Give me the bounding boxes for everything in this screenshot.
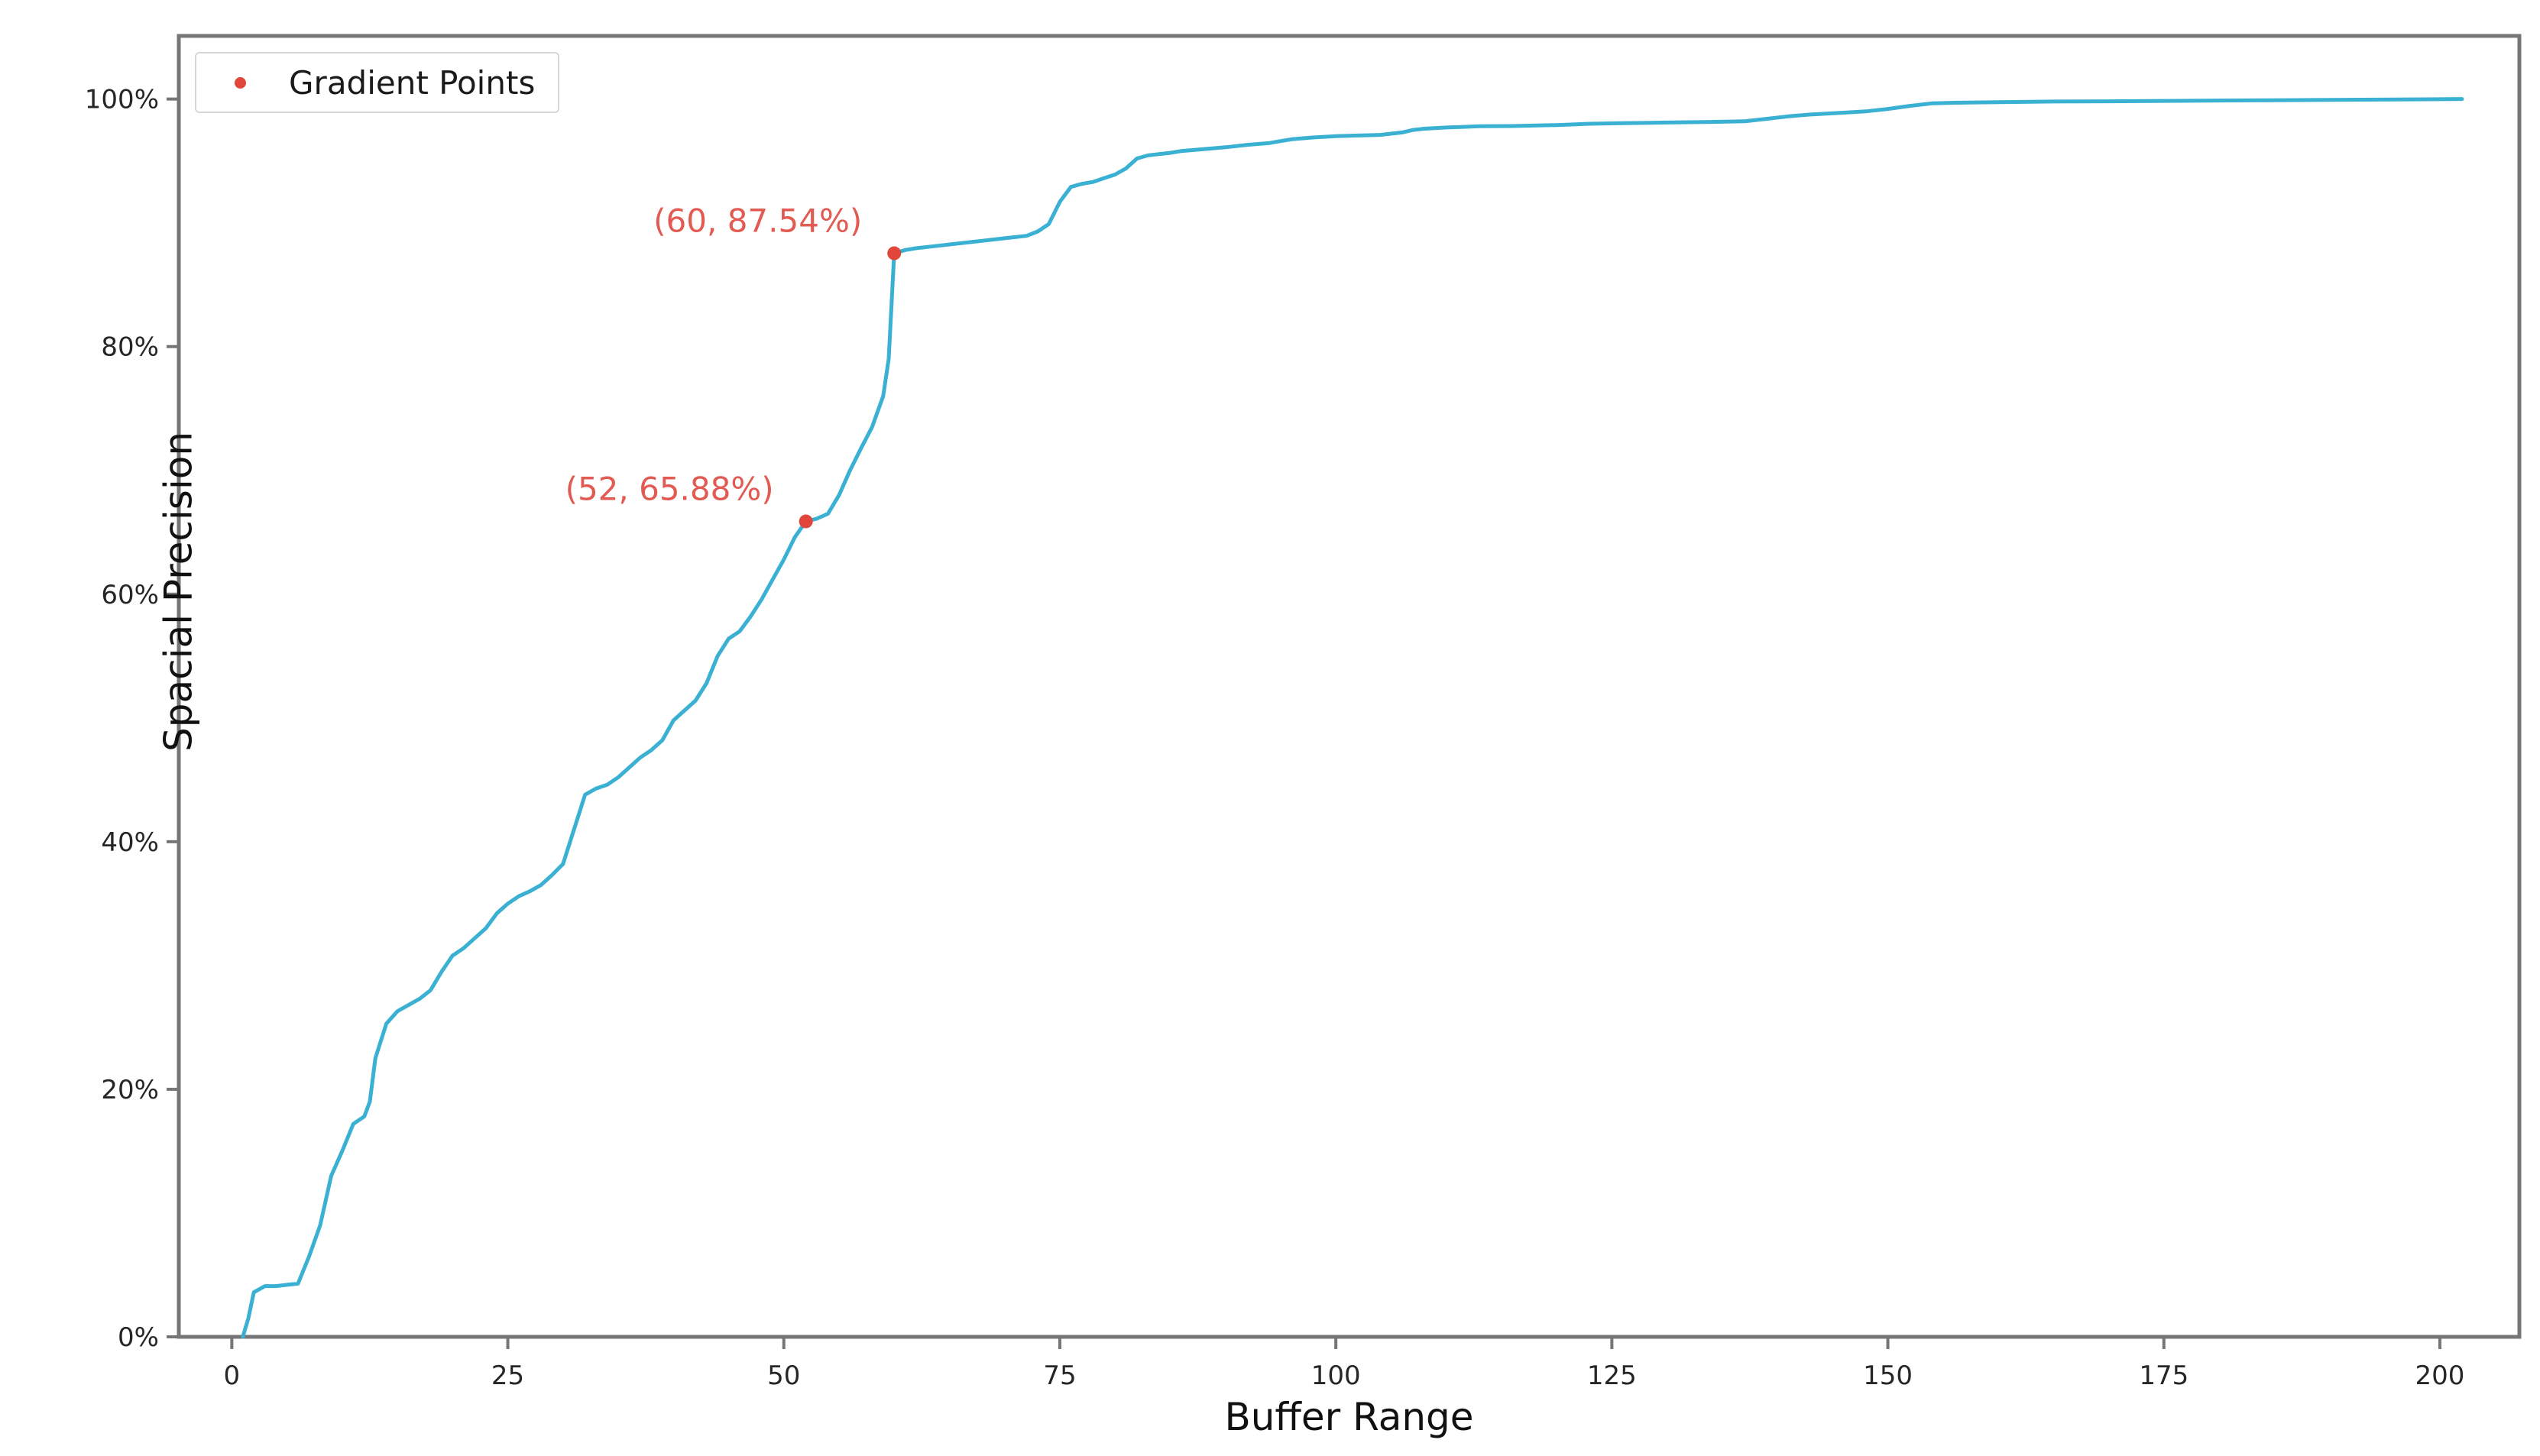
y-tick-label: 80% [101,332,159,363]
gradient-point-marker [887,246,902,260]
legend-box: Gradient Points [195,52,560,113]
series-line [241,97,2464,1339]
y-tick-label: 100% [85,85,159,115]
gradient-point-annotation: (52, 65.88%) [565,471,774,508]
gradient-point-marker [799,514,813,529]
x-tick-label: 125 [1587,1361,1637,1391]
x-axis-title: Buffer Range [1224,1395,1474,1439]
y-axis-title: Spacial Precision [156,431,201,752]
legend-label: Gradient Points [289,63,536,102]
y-tick-label: 40% [101,827,159,858]
x-tick-label: 25 [491,1361,524,1391]
y-tick-label: 0% [118,1322,159,1353]
x-tick-label: 150 [1863,1361,1913,1391]
plot-border [177,34,2522,1339]
y-tick-label: 20% [101,1075,159,1105]
legend-red-dot-marker [235,76,246,89]
x-tick-label: 0 [224,1361,241,1391]
y-tick-label: 60% [101,580,159,610]
x-tick-label: 50 [767,1361,800,1391]
x-tick-label: 175 [2139,1361,2188,1391]
x-tick-label: 75 [1043,1361,1076,1391]
gradient-point-annotation: (60, 87.54%) [653,202,862,240]
x-tick-label: 200 [2415,1361,2465,1391]
x-tick-label: 100 [1311,1361,1361,1391]
